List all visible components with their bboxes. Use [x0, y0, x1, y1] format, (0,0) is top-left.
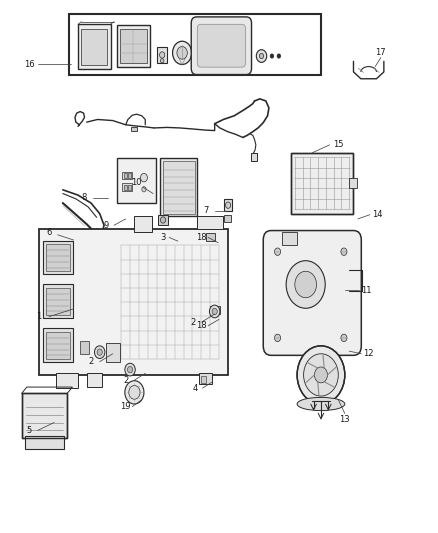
Bar	[122, 172, 132, 179]
Circle shape	[95, 346, 105, 359]
Bar	[43, 240, 73, 274]
Text: 19: 19	[120, 402, 131, 411]
Circle shape	[141, 173, 148, 182]
Bar	[224, 215, 231, 222]
Circle shape	[270, 54, 274, 58]
Circle shape	[295, 271, 317, 298]
Circle shape	[177, 46, 187, 59]
Circle shape	[173, 41, 192, 64]
Bar	[43, 328, 73, 362]
Bar	[78, 25, 110, 69]
Circle shape	[286, 261, 325, 308]
FancyBboxPatch shape	[197, 25, 245, 67]
Circle shape	[226, 202, 231, 208]
Circle shape	[341, 248, 347, 255]
Text: 14: 14	[372, 210, 383, 219]
Text: 2: 2	[191, 318, 196, 327]
Bar	[201, 376, 206, 383]
Bar	[251, 154, 257, 161]
Bar	[106, 343, 120, 362]
Bar	[134, 216, 152, 232]
Bar	[46, 288, 70, 314]
Text: 3: 3	[160, 233, 165, 242]
Bar	[43, 285, 73, 318]
Circle shape	[160, 59, 164, 63]
Bar	[206, 233, 215, 241]
Bar	[120, 29, 147, 63]
Bar	[21, 393, 67, 438]
Circle shape	[297, 346, 345, 404]
Bar	[87, 373, 102, 386]
Bar	[282, 232, 297, 245]
Circle shape	[275, 248, 281, 255]
Bar	[290, 153, 353, 214]
Text: 13: 13	[339, 415, 350, 424]
Circle shape	[341, 334, 347, 342]
Bar	[224, 199, 232, 211]
Text: 9: 9	[103, 221, 109, 230]
Text: 17: 17	[375, 48, 386, 57]
Bar	[39, 230, 228, 375]
Bar	[128, 173, 131, 178]
Bar	[57, 373, 78, 388]
Bar	[25, 435, 64, 449]
Circle shape	[259, 53, 264, 59]
Text: 2: 2	[88, 357, 94, 366]
Bar	[21, 393, 67, 438]
Circle shape	[209, 305, 220, 318]
Bar	[124, 173, 127, 178]
Text: 2: 2	[123, 376, 128, 385]
Bar	[122, 183, 132, 191]
Circle shape	[125, 364, 135, 376]
Circle shape	[304, 354, 338, 396]
FancyBboxPatch shape	[191, 17, 251, 75]
Bar	[124, 185, 127, 190]
Bar	[162, 161, 195, 214]
Circle shape	[160, 217, 166, 223]
Text: 5: 5	[26, 426, 32, 435]
Bar	[131, 127, 137, 131]
Bar	[46, 244, 70, 271]
Bar	[210, 305, 220, 314]
Text: 7: 7	[203, 206, 208, 215]
Text: 11: 11	[361, 286, 372, 295]
Circle shape	[129, 385, 140, 399]
Bar	[81, 29, 107, 65]
Bar	[128, 185, 131, 190]
Circle shape	[97, 349, 102, 356]
Circle shape	[159, 52, 165, 58]
Bar	[158, 215, 168, 225]
Bar	[197, 216, 223, 230]
Bar	[117, 26, 150, 67]
Text: 6: 6	[46, 228, 52, 237]
Bar	[160, 158, 197, 216]
Text: 10: 10	[131, 179, 142, 188]
Circle shape	[275, 334, 281, 342]
Text: 18: 18	[196, 233, 207, 242]
Circle shape	[212, 308, 217, 314]
Circle shape	[314, 367, 328, 383]
Text: 1: 1	[36, 312, 42, 321]
Bar	[69, 14, 321, 75]
Bar	[349, 178, 357, 189]
Text: 12: 12	[364, 349, 374, 358]
Text: 4: 4	[193, 384, 198, 393]
Text: 15: 15	[333, 140, 343, 149]
Bar	[80, 341, 89, 354]
Text: 8: 8	[82, 193, 87, 202]
Bar	[157, 47, 167, 63]
Circle shape	[142, 187, 146, 192]
Bar	[199, 373, 212, 384]
Bar	[117, 158, 156, 203]
Bar	[290, 153, 353, 214]
Text: 16: 16	[24, 60, 34, 69]
FancyBboxPatch shape	[263, 231, 361, 356]
Circle shape	[127, 367, 133, 373]
Circle shape	[277, 54, 281, 58]
Ellipse shape	[297, 398, 345, 410]
Text: 18: 18	[196, 321, 207, 330]
Circle shape	[125, 381, 144, 404]
Circle shape	[256, 50, 267, 62]
Bar	[46, 332, 70, 359]
